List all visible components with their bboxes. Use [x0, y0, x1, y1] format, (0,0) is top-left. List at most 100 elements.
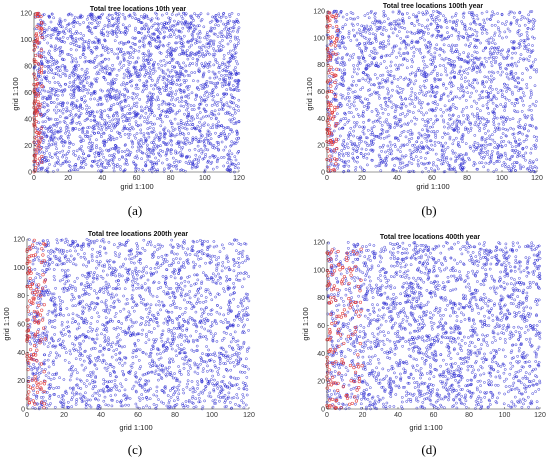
- data-point-red: [39, 48, 43, 52]
- data-point-blue: [500, 153, 504, 157]
- data-point-blue: [84, 77, 88, 81]
- data-point-blue: [142, 132, 146, 136]
- data-point-blue: [192, 117, 196, 121]
- data-point-blue: [156, 135, 160, 139]
- data-point-blue: [45, 168, 49, 172]
- data-point-blue: [471, 112, 474, 116]
- data-point-blue: [461, 140, 464, 144]
- data-point-blue: [473, 44, 477, 48]
- data-point-blue: [103, 24, 107, 28]
- data-point-blue: [345, 18, 349, 21]
- data-point-blue: [42, 55, 46, 58]
- data-point-blue: [72, 74, 75, 78]
- data-point-blue: [233, 35, 237, 39]
- data-point-blue: [133, 28, 137, 32]
- data-point-blue: [209, 44, 212, 48]
- data-point-blue: [169, 33, 172, 37]
- data-point-blue: [516, 76, 519, 80]
- data-point-blue: [185, 127, 189, 131]
- data-point-blue: [439, 141, 443, 145]
- data-point-blue: [467, 61, 470, 65]
- data-point-blue: [165, 158, 169, 161]
- data-point-blue: [75, 149, 79, 153]
- data-point-blue: [146, 148, 149, 152]
- data-point-blue: [188, 64, 191, 67]
- data-point-blue: [211, 126, 215, 130]
- data-point-blue: [527, 43, 531, 47]
- data-point-blue: [220, 74, 223, 77]
- data-point-blue: [203, 121, 207, 125]
- data-point-blue: [440, 114, 444, 118]
- data-point-blue: [404, 46, 408, 50]
- data-point-blue: [144, 68, 148, 72]
- data-point-blue: [435, 85, 438, 89]
- data-point-blue: [228, 60, 232, 64]
- data-point-blue: [61, 144, 65, 148]
- data-point-blue: [380, 161, 383, 165]
- data-point-blue: [393, 137, 397, 140]
- data-point-blue: [410, 90, 414, 94]
- data-point-blue: [195, 61, 199, 64]
- data-point-blue: [128, 80, 132, 84]
- data-point-blue: [144, 164, 147, 168]
- data-point-blue: [50, 129, 53, 133]
- data-point-blue: [225, 110, 229, 114]
- data-point-blue: [48, 90, 52, 94]
- data-point-blue: [229, 39, 232, 43]
- data-point-blue: [360, 34, 364, 38]
- data-point-blue: [346, 92, 350, 95]
- data-point-blue: [116, 47, 119, 51]
- data-point-blue: [357, 67, 360, 71]
- data-point-blue: [68, 140, 71, 144]
- data-point-blue: [414, 98, 417, 101]
- data-point-blue: [420, 111, 423, 114]
- data-point-blue: [510, 70, 513, 73]
- data-point-blue: [446, 31, 449, 34]
- data-point-blue: [81, 53, 85, 57]
- data-point-blue: [379, 25, 383, 29]
- data-point-blue: [443, 104, 447, 108]
- data-point-blue: [40, 78, 44, 82]
- data-point-blue: [191, 52, 195, 56]
- data-point-blue: [48, 65, 52, 69]
- data-point-blue: [87, 111, 91, 114]
- data-point-red: [34, 85, 38, 89]
- data-point-blue: [63, 159, 67, 163]
- data-point-blue: [438, 18, 441, 22]
- data-point-blue: [217, 66, 220, 70]
- data-point-blue: [213, 72, 216, 76]
- data-point-blue: [75, 99, 79, 103]
- data-point-blue: [40, 52, 44, 56]
- data-point-blue: [47, 97, 51, 101]
- data-point-blue: [384, 163, 388, 166]
- data-point-blue: [147, 106, 151, 110]
- data-point-blue: [463, 25, 467, 28]
- data-point-blue: [79, 160, 83, 163]
- data-point-red: [39, 55, 43, 59]
- data-point-blue: [408, 110, 412, 113]
- data-point-blue: [381, 73, 385, 77]
- data-point-blue: [380, 21, 383, 25]
- data-point-blue: [475, 34, 479, 38]
- data-point-blue: [389, 23, 392, 27]
- data-point-blue: [476, 17, 480, 21]
- data-point-blue: [48, 139, 51, 143]
- data-point-blue: [183, 21, 187, 25]
- data-point-blue: [440, 57, 444, 61]
- data-point-blue: [431, 125, 434, 129]
- data-point-blue: [382, 45, 385, 49]
- data-point-blue: [170, 68, 174, 72]
- data-point-blue: [134, 43, 137, 46]
- data-point-blue: [524, 123, 527, 127]
- data-point-red: [37, 133, 41, 137]
- data-point-blue: [102, 155, 106, 159]
- data-point-blue: [112, 81, 116, 85]
- data-point-blue: [505, 86, 509, 90]
- data-point-blue: [200, 48, 204, 52]
- data-point-blue: [69, 42, 73, 45]
- data-point-blue: [162, 135, 166, 139]
- data-point-blue: [389, 100, 393, 104]
- data-point-blue: [126, 117, 130, 120]
- data-point-blue: [210, 91, 214, 95]
- data-point-blue: [222, 78, 226, 82]
